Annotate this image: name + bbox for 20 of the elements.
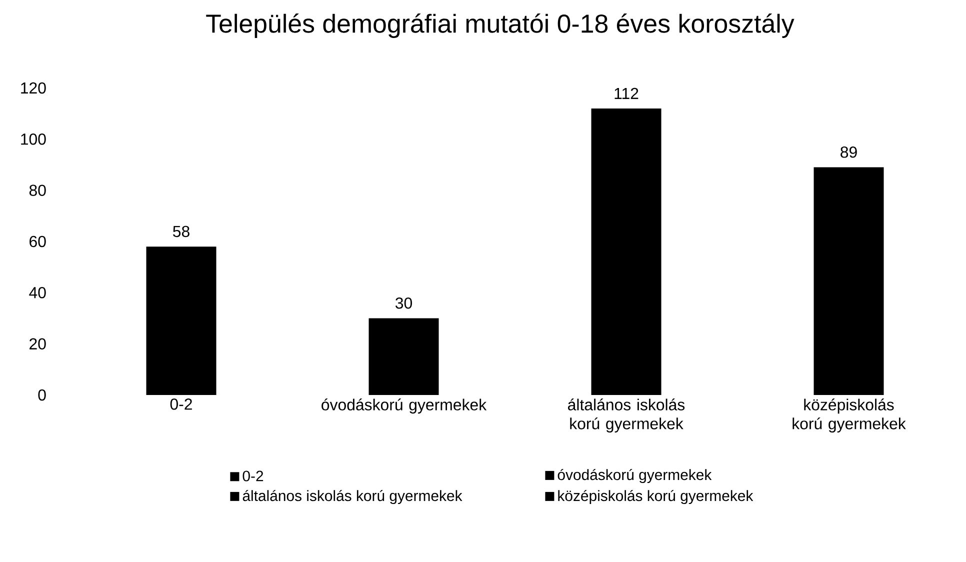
y-tick-label: 120	[21, 82, 46, 94]
y-tick-label: 100	[21, 134, 46, 145]
data-label: 58	[173, 226, 190, 238]
x-tick-label: általános iskolás korú gyermekek	[568, 398, 685, 432]
x-tick-label: óvodáskorú gyermekek	[322, 398, 487, 414]
y-tick-label: 80	[29, 184, 46, 196]
x-tick-label: középiskolás korú gyermekek	[792, 398, 906, 432]
legend-label: 0-2	[242, 470, 264, 482]
legend-label: óvodáskorú gyermekek	[558, 468, 712, 484]
data-label: 30	[395, 297, 412, 309]
y-tick-label: 20	[30, 338, 46, 350]
y-tick-label: 60	[30, 236, 46, 248]
legend-label: középiskolás korú gyermekek	[558, 490, 754, 504]
y-tick-label: 40	[29, 287, 46, 298]
y-tick-label: 0	[38, 389, 46, 401]
legend-label: általános iskolás korú gyermekek	[242, 490, 462, 504]
x-tick-label: 0-2	[170, 398, 192, 410]
data-label: 112	[614, 88, 638, 99]
data-label: 89	[840, 146, 857, 158]
chart-title: Település demográfiai mutatói 0-18 éves korosztály	[206, 14, 794, 38]
